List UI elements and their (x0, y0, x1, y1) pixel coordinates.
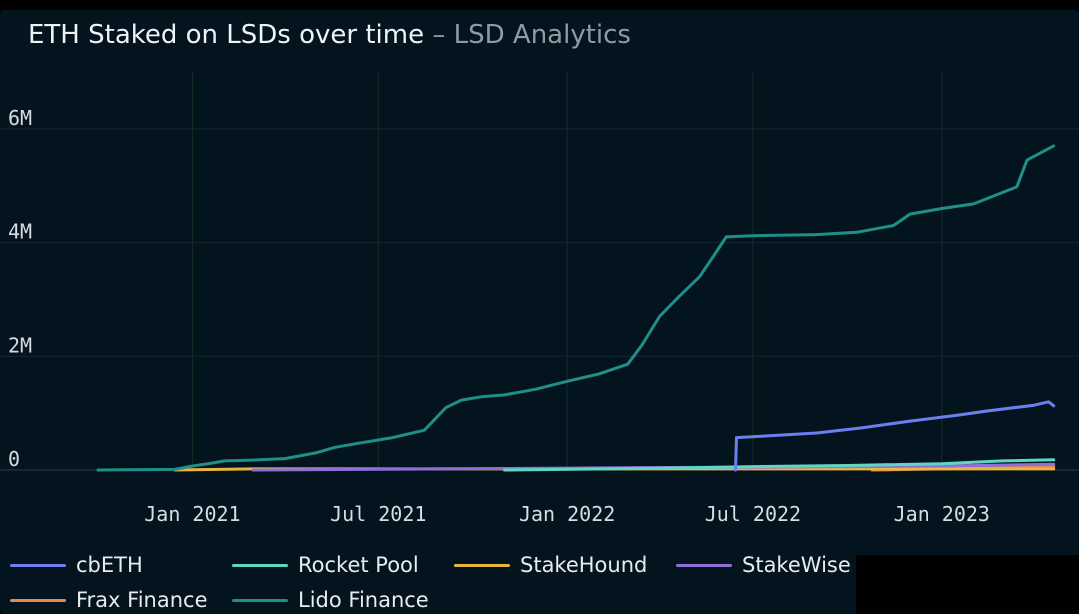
legend-swatch-stakewise (676, 563, 732, 567)
legend-swatch-frax-finance (10, 598, 66, 602)
legend-label-frax-finance: Frax Finance (76, 588, 208, 612)
legend-label-stakehound: StakeHound (520, 553, 648, 577)
x-tick-label: Jan 2022 (519, 502, 615, 526)
x-tick-label: Jan 2023 (894, 502, 990, 526)
legend-label-rocket-pool: Rocket Pool (298, 553, 419, 577)
legend-item-stakehound[interactable]: StakeHound (454, 550, 647, 580)
chart-title: ETH Staked on LSDs over time – LSD Analy… (28, 20, 631, 50)
chart-title-separator: – (424, 20, 454, 50)
legend-item-cbeth[interactable]: cbETH (10, 550, 143, 580)
line-chart: Jan 2021 Jul 2021 Jan 2022 Jul 2022 Jan 2023… (0, 72, 1079, 526)
series-line-cbeth (734, 400, 1056, 472)
y-tick-label: 6M (8, 106, 32, 130)
legend-label-stakewise: StakeWise (742, 553, 851, 577)
x-tick-label: Jan 2021 (144, 502, 240, 526)
x-tick-label: Jul 2021 (330, 502, 426, 526)
legend: cbETH Rocket Pool StakeHound StakeWise F… (10, 550, 870, 614)
series-line-rocket-pool (503, 458, 1056, 472)
legend-label-cbeth: cbETH (76, 553, 143, 577)
y-tick-label: 0 (8, 447, 20, 471)
legend-swatch-lido-finance (232, 598, 288, 602)
legend-item-frax-finance[interactable]: Frax Finance (10, 585, 208, 614)
chart-title-main: ETH Staked on LSDs over time (28, 20, 425, 50)
y-tick-label: 4M (8, 220, 32, 244)
legend-label-lido-finance: Lido Finance (298, 588, 429, 612)
legend-item-stakewise[interactable]: StakeWise (676, 550, 851, 580)
screen-overlay (856, 555, 1079, 614)
x-tick-label: Jul 2022 (705, 502, 801, 526)
chart-subtitle: LSD Analytics (453, 20, 631, 50)
legend-swatch-rocket-pool (232, 563, 288, 567)
chart-panel: ETH Staked on LSDs over time – LSD Analy… (0, 10, 1079, 614)
legend-swatch-cbeth (10, 563, 66, 567)
legend-item-lido-finance[interactable]: Lido Finance (232, 585, 429, 614)
series-line-lido-finance (96, 144, 1056, 472)
legend-item-rocket-pool[interactable]: Rocket Pool (232, 550, 419, 580)
legend-swatch-stakehound (454, 563, 510, 567)
y-tick-label: 2M (8, 333, 32, 357)
